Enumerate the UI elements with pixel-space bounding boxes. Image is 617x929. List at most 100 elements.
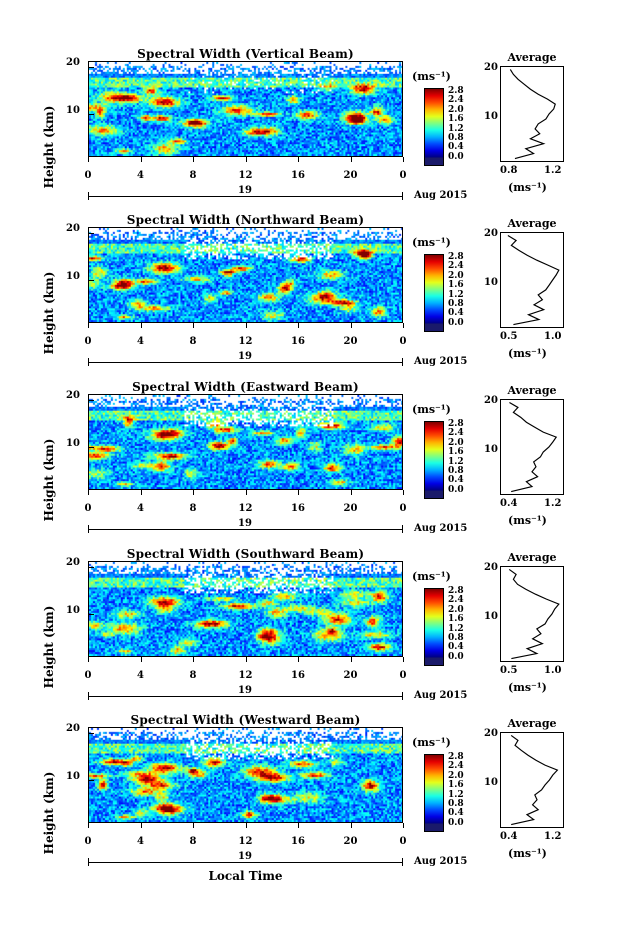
x-tick-mark xyxy=(193,490,194,495)
colorbar-tick-label: 2.4 xyxy=(448,261,464,272)
x-tick-mark xyxy=(88,490,89,495)
x-tick-label: 16 xyxy=(291,336,305,347)
x-tick-mark xyxy=(140,823,142,828)
day-marker-cap xyxy=(402,692,403,700)
colorbar-tick-label: 1.6 xyxy=(448,780,464,791)
average-profile-plot xyxy=(500,399,564,495)
x-tick-label: 4 xyxy=(137,670,144,681)
avg-y-tick-label: 10 xyxy=(484,611,498,622)
x-tick-label: 8 xyxy=(189,836,197,847)
colorbar-tick-label: 1.6 xyxy=(448,114,464,125)
x-tick-mark xyxy=(245,157,247,162)
x-tick-label: 8 xyxy=(189,170,197,181)
colorbar-tick-label: 1.2 xyxy=(448,623,464,634)
day-marker-line xyxy=(88,362,403,363)
panel-southward-beam: Spectral Width (Southward Beam) Height (k… xyxy=(0,547,617,723)
y-tick-label: 20 xyxy=(66,223,80,234)
colorbar-tick-label: 2.8 xyxy=(448,252,464,262)
average-profile-line xyxy=(510,734,559,826)
day-label: 19 xyxy=(238,518,252,529)
colorbar-tick-label: 0.0 xyxy=(448,151,464,162)
y-tick-label: 20 xyxy=(66,557,80,568)
x-tick-label: 16 xyxy=(291,836,305,847)
x-tick-label: 4 xyxy=(137,836,144,847)
panel-title: Spectral Width (Northward Beam) xyxy=(126,213,365,227)
y-axis-label-text: Height (km) xyxy=(42,771,56,855)
x-tick-label: 8 xyxy=(189,503,197,514)
average-unit: (ms⁻¹) xyxy=(508,181,547,194)
colorbar-tick-label: 2.4 xyxy=(448,428,464,439)
x-tick-mark xyxy=(298,657,299,662)
x-tick-label: 16 xyxy=(291,170,305,181)
avg-x-tick-label: 0.4 xyxy=(500,831,518,842)
average-profile-line xyxy=(509,69,556,160)
y-axis-label: Height (km) xyxy=(36,597,62,697)
colorbar-unit: (ms⁻¹) xyxy=(412,70,451,83)
x-tick-mark xyxy=(88,323,89,328)
x-tick-label: 0 xyxy=(84,170,92,181)
x-tick-mark xyxy=(350,490,352,495)
colorbar-tick-label: 0.4 xyxy=(448,808,464,819)
average-unit: (ms⁻¹) xyxy=(508,347,547,360)
colorbar-tick-label: 0.4 xyxy=(448,475,464,486)
x-tick-mark xyxy=(245,323,247,328)
x-tick-mark xyxy=(193,323,194,328)
x-tick-mark xyxy=(350,823,352,828)
y-axis-label-text: Height (km) xyxy=(42,605,56,689)
colorbar-tick-label: 0.0 xyxy=(448,817,464,828)
colorbar-tick-label: 2.8 xyxy=(448,419,464,429)
y-tick-mark xyxy=(88,780,94,781)
average-profile-plot xyxy=(500,566,564,662)
average-title: Average xyxy=(507,51,557,64)
day-marker-line xyxy=(88,196,403,197)
colorbar-tick-label: 2.4 xyxy=(448,595,464,606)
colorbar-tick-label: 2.0 xyxy=(448,270,464,281)
avg-y-tick-label: 20 xyxy=(484,562,498,573)
avg-x-tick-label: 1.2 xyxy=(544,165,562,176)
heatmap-canvas xyxy=(89,395,402,489)
heatmap-canvas xyxy=(89,62,402,156)
x-tick-label: 0 xyxy=(399,836,407,847)
x-tick-label: 16 xyxy=(291,670,305,681)
panel-vertical-beam: Spectral Width (Vertical Beam) Height (km… xyxy=(0,47,617,223)
avg-x-tick-label: 1.2 xyxy=(544,498,562,509)
y-axis-label: Height (km) xyxy=(36,263,62,363)
day-marker-cap xyxy=(88,192,89,200)
month-label: Aug 2015 xyxy=(414,690,468,701)
colorbar xyxy=(424,588,444,666)
colorbar-unit: (ms⁻¹) xyxy=(412,403,451,416)
day-marker-cap xyxy=(402,525,403,533)
y-axis-label-text: Height (km) xyxy=(42,271,56,355)
spectral-width-heatmap xyxy=(88,561,403,657)
colorbar-tick-label: 0.4 xyxy=(448,308,464,319)
colorbar-tick-label: 1.2 xyxy=(448,123,464,134)
x-tick-label: 16 xyxy=(291,503,305,514)
colorbar-tick-label: 2.8 xyxy=(448,586,464,596)
x-tick-label: 20 xyxy=(343,503,358,514)
day-marker-cap xyxy=(402,858,403,866)
avg-y-tick-label: 20 xyxy=(484,395,498,406)
y-tick-mark xyxy=(88,400,94,401)
x-tick-mark xyxy=(403,823,404,828)
x-tick-label: 20 xyxy=(343,170,358,181)
average-title: Average xyxy=(507,717,557,730)
colorbar-tick-label: 1.2 xyxy=(448,289,464,300)
x-tick-mark xyxy=(298,823,299,828)
colorbar-tick-label: 2.8 xyxy=(448,752,464,762)
colorbar-tick-label: 2.0 xyxy=(448,104,464,115)
x-tick-mark xyxy=(403,657,404,662)
day-marker-cap xyxy=(402,358,403,366)
y-tick-label: 10 xyxy=(66,271,80,282)
x-tick-label: 20 xyxy=(343,836,358,847)
colorbar-tick-label: 0.0 xyxy=(448,651,464,662)
day-marker-cap xyxy=(402,192,403,200)
colorbar-tick-label: 0.0 xyxy=(448,317,464,328)
x-tick-mark xyxy=(403,490,404,495)
average-profile-svg xyxy=(508,568,560,660)
colorbar xyxy=(424,88,444,166)
colorbar-tick-label: 2.4 xyxy=(448,761,464,772)
colorbar-tick-label: 2.4 xyxy=(448,95,464,106)
x-tick-mark xyxy=(193,657,194,662)
average-title: Average xyxy=(507,384,557,397)
x-tick-label: 8 xyxy=(189,336,197,347)
